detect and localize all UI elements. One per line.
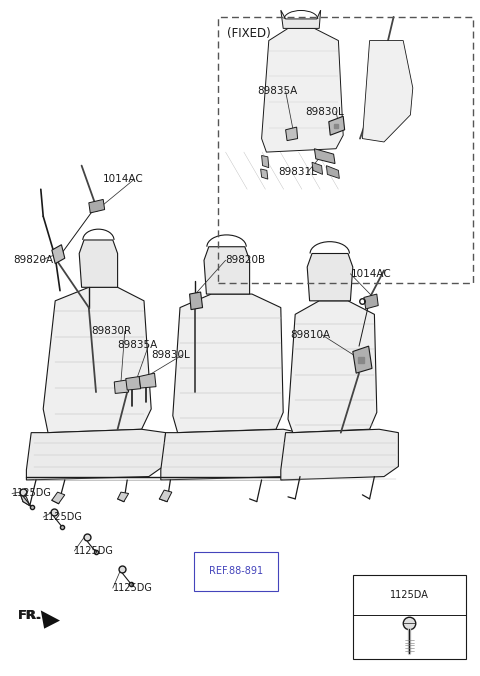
Text: 89835A: 89835A [118, 340, 158, 349]
Text: FR.: FR. [18, 608, 41, 622]
Polygon shape [79, 240, 118, 287]
Text: 89810A: 89810A [290, 330, 331, 339]
Polygon shape [326, 166, 339, 178]
Polygon shape [161, 429, 300, 480]
Polygon shape [190, 292, 203, 310]
Polygon shape [41, 610, 60, 629]
Polygon shape [312, 162, 323, 174]
Text: 1014AC: 1014AC [103, 174, 144, 184]
Polygon shape [20, 493, 30, 506]
Text: 89830L: 89830L [305, 107, 344, 116]
Polygon shape [281, 10, 321, 28]
Bar [218, 17, 473, 283]
Text: 1125DG: 1125DG [74, 546, 114, 556]
Polygon shape [139, 373, 156, 388]
Text: (FIXED): (FIXED) [227, 27, 271, 40]
Polygon shape [114, 380, 129, 393]
Polygon shape [173, 294, 283, 433]
Bar [353, 575, 466, 659]
Text: REF.88-891: REF.88-891 [209, 566, 263, 576]
Polygon shape [52, 492, 65, 504]
Polygon shape [89, 199, 105, 213]
Text: 89830L: 89830L [151, 350, 190, 360]
Text: 1125DG: 1125DG [12, 489, 52, 498]
Polygon shape [261, 169, 268, 179]
Text: 1014AC: 1014AC [350, 269, 391, 279]
Text: 1125DG: 1125DG [43, 512, 83, 522]
Text: 89820B: 89820B [226, 256, 266, 265]
Text: FR.: FR. [18, 608, 43, 622]
Polygon shape [362, 41, 413, 142]
Text: 89830R: 89830R [91, 327, 132, 336]
Polygon shape [364, 294, 378, 309]
Text: 89820A: 89820A [13, 256, 54, 265]
Polygon shape [307, 254, 353, 301]
Polygon shape [52, 245, 65, 264]
Text: 89831L: 89831L [278, 168, 317, 177]
Polygon shape [286, 127, 298, 141]
Polygon shape [26, 429, 166, 480]
Polygon shape [204, 247, 250, 294]
Polygon shape [314, 149, 335, 164]
Polygon shape [159, 490, 172, 502]
Polygon shape [262, 28, 343, 152]
Polygon shape [43, 287, 151, 433]
Polygon shape [262, 155, 269, 168]
Polygon shape [353, 346, 372, 373]
Text: 1125DA: 1125DA [390, 590, 429, 600]
Polygon shape [126, 377, 141, 390]
Polygon shape [329, 116, 345, 135]
Text: 1125DG: 1125DG [113, 583, 153, 593]
Polygon shape [118, 492, 129, 502]
Polygon shape [281, 429, 398, 480]
Polygon shape [288, 301, 377, 433]
Text: 89835A: 89835A [257, 87, 297, 96]
